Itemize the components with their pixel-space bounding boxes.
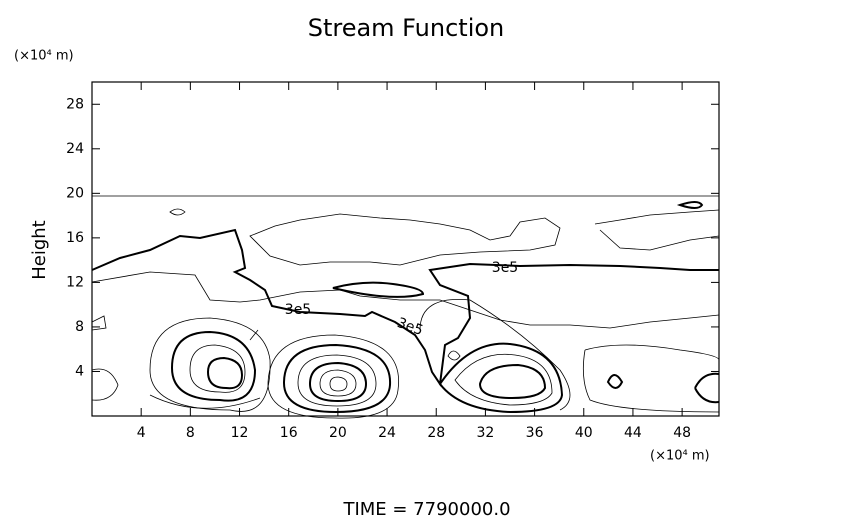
y-unit: (×10⁴ m) xyxy=(14,49,74,64)
y-tick-label: 4 xyxy=(75,363,84,379)
x-tick-label: 40 xyxy=(575,425,593,441)
x-tick-label: 24 xyxy=(378,425,396,441)
x-tick-label: 28 xyxy=(427,425,445,441)
contour-label: 3e5 xyxy=(285,302,311,318)
x-tick-label: 12 xyxy=(231,425,249,441)
y-tick-label: 12 xyxy=(66,274,84,290)
y-tick-label: 28 xyxy=(66,96,84,112)
chart-title: Stream Function xyxy=(308,14,505,42)
x-tick-label: 44 xyxy=(624,425,642,441)
x-tick-label: 8 xyxy=(186,425,195,441)
x-tick-label: 32 xyxy=(476,425,494,441)
x-tick-label: 4 xyxy=(137,425,146,441)
contour-label: 3e5 xyxy=(395,315,425,339)
y-axis-title: Height xyxy=(29,220,50,280)
y-tick-label: 20 xyxy=(66,185,84,201)
plot-frame xyxy=(91,81,720,417)
contours xyxy=(91,195,720,419)
footer: TIME = 7790000.0 xyxy=(342,499,510,519)
contour-label: 3e5 xyxy=(492,260,518,276)
x-tick-label: 20 xyxy=(329,425,347,441)
x-tick-label: 36 xyxy=(526,425,544,441)
x-tick-label: 48 xyxy=(673,425,691,441)
y-tick-label: 16 xyxy=(66,230,84,246)
x-tick-label: 16 xyxy=(280,425,298,441)
y-tick-label: 8 xyxy=(75,319,84,335)
y-tick-label: 24 xyxy=(66,141,84,157)
x-unit: (×10⁴ m) xyxy=(650,449,710,464)
